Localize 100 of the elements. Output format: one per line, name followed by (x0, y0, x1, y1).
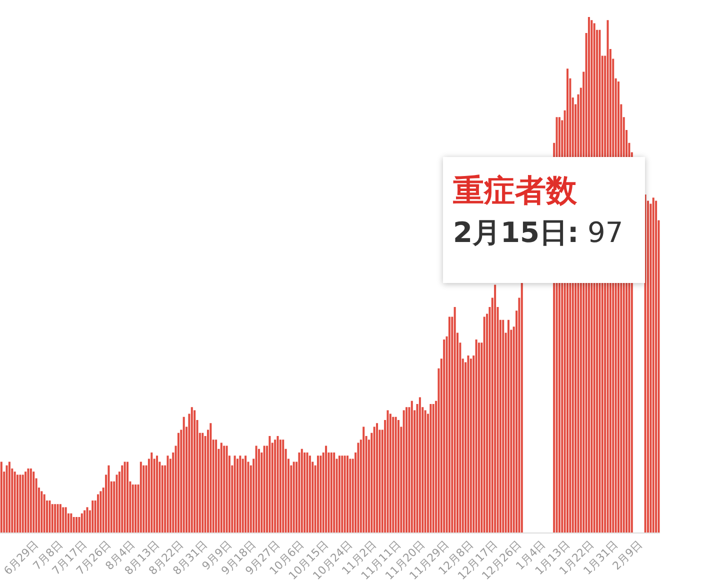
bar (56, 504, 59, 533)
bar (276, 436, 279, 533)
bar (86, 507, 88, 533)
bar (341, 456, 344, 533)
bar (467, 355, 470, 533)
bar (344, 456, 346, 533)
bar (392, 416, 394, 533)
bar (84, 510, 86, 533)
bar (430, 404, 432, 533)
bar (132, 484, 134, 533)
bar (220, 442, 222, 533)
bar (502, 320, 504, 533)
bar (16, 474, 18, 533)
bar (483, 316, 486, 533)
bar (30, 468, 32, 533)
bar (320, 456, 322, 533)
bar (43, 494, 46, 533)
bar (410, 400, 413, 533)
bar (274, 440, 276, 533)
bar (126, 462, 128, 533)
bar (333, 452, 336, 533)
bar (432, 404, 434, 533)
bar (140, 462, 142, 533)
bar (210, 423, 212, 533)
bar (316, 456, 319, 533)
bar (239, 456, 242, 533)
tooltip: 重症者数 2月15日: 97 (443, 157, 645, 283)
bar (134, 484, 137, 533)
bar (478, 342, 480, 533)
bar (51, 504, 54, 533)
bar (338, 456, 340, 533)
bar (349, 458, 352, 533)
bar (520, 281, 523, 533)
bar (226, 446, 228, 533)
bar (308, 456, 311, 533)
bar (72, 517, 75, 533)
bar (78, 517, 80, 533)
bar (62, 507, 64, 533)
bar (108, 465, 110, 533)
bar (389, 414, 392, 533)
bar (644, 194, 646, 533)
bar (244, 456, 247, 533)
bar (100, 491, 102, 533)
bar (150, 452, 153, 533)
bar (116, 474, 118, 533)
annotation: 2月15日: 97 (453, 215, 624, 251)
bar (386, 410, 389, 533)
bar (40, 491, 43, 533)
bar (92, 500, 94, 533)
bar (142, 465, 145, 533)
bar (8, 462, 10, 533)
bar (242, 458, 244, 533)
bar (494, 284, 496, 533)
bar (448, 316, 450, 533)
bar (54, 504, 56, 533)
bar (304, 452, 306, 533)
bar (223, 446, 226, 533)
bar (418, 397, 421, 533)
bar (124, 462, 126, 533)
bar (424, 410, 426, 533)
bar (507, 320, 510, 533)
bar (156, 456, 158, 533)
bar (292, 462, 295, 533)
bar (406, 407, 408, 533)
bar (32, 472, 35, 533)
bar (121, 465, 124, 533)
bar (59, 504, 62, 533)
bar (202, 432, 204, 533)
bar (161, 465, 164, 533)
bar (24, 472, 27, 533)
bar (190, 407, 193, 533)
bar (346, 456, 348, 533)
bar (306, 452, 308, 533)
bar (263, 446, 266, 533)
bar (22, 474, 24, 533)
bar (6, 465, 8, 533)
bar (236, 458, 238, 533)
bar (394, 416, 397, 533)
bar (70, 513, 72, 533)
bar (330, 452, 332, 533)
bar (80, 513, 83, 533)
bar (402, 410, 405, 533)
bar (166, 456, 169, 533)
bar (373, 426, 376, 533)
annotation: 重症者数 (453, 172, 578, 211)
bar (268, 436, 271, 533)
bar (300, 448, 303, 533)
bar (76, 517, 78, 533)
bar (0, 462, 2, 533)
bar (194, 410, 196, 533)
bar (282, 440, 284, 533)
bar (362, 426, 365, 533)
bar (470, 358, 472, 533)
bar (14, 472, 16, 533)
bar (64, 507, 67, 533)
bar (177, 432, 180, 533)
bar (96, 494, 99, 533)
bar (376, 423, 378, 533)
bar (27, 468, 30, 533)
bar (234, 456, 236, 533)
